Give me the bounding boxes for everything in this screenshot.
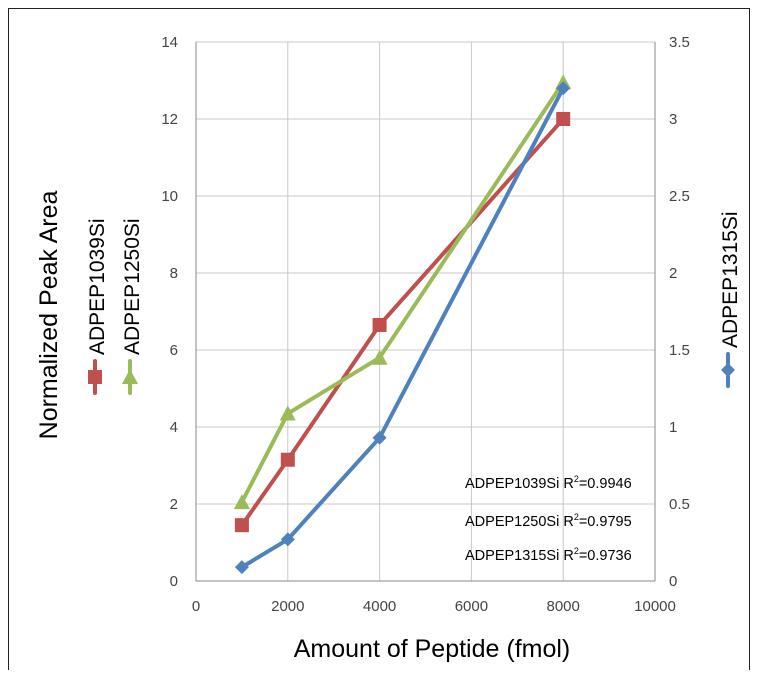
series-ADPEP1250Si [233,74,572,510]
data-point [556,81,571,96]
x-axis-label: Amount of Peptide (fmol) [294,635,571,663]
x-tick-label: 4000 [363,598,396,615]
y-left-tick-label: 0 [170,573,178,590]
y-left-tick-label: 10 [161,188,178,205]
x-tick-label: 6000 [455,598,488,615]
y-right-tick-label: 0.5 [669,496,690,513]
y-right-tick-label: 2 [669,265,677,282]
legend-marker [721,363,735,377]
y-right-tick-label: 1 [669,419,677,436]
data-point [556,112,571,126]
data-point [371,349,388,365]
data-point [234,560,249,575]
y-right-tick-labels: 0 0.5 1 1.5 2 2.5 3 3.5 [669,34,690,590]
r2-annotation: ADPEP1250Si R2=0.9795 [465,512,632,530]
y-right-tick-label: 1.5 [669,342,690,359]
y-left-tick-labels: 0 2 4 6 8 10 12 14 [161,34,178,590]
x-tick-label: 10000 [634,598,676,615]
data-point [372,430,387,445]
axes [195,42,656,582]
legend-marker [122,369,138,384]
y-left-tick-label: 14 [161,34,178,51]
legend-marker [88,370,102,384]
data-point [372,317,387,332]
data-point [234,518,249,533]
legend-entry: ADPEP1039Si [86,218,109,395]
legend-entry: ADPEP1315Si [719,211,742,388]
legend-label: ADPEP1250Si [121,218,144,355]
chart-frame [8,8,750,670]
legend-label: ADPEP1039Si [86,218,109,355]
series-layer [233,74,572,575]
y-left-axis-label: Normalized Peak Area [35,191,63,440]
x-tick-label: 8000 [547,598,580,615]
r2-annotation: ADPEP1315Si R2=0.9736 [465,546,632,564]
data-point [280,452,295,467]
data-point [279,405,296,421]
y-left-tick-label: 8 [170,265,178,282]
grid-lines [196,41,656,581]
legend-entry: ADPEP1250Si [121,218,144,395]
x-tick-label: 2000 [271,598,304,615]
x-tick-labels: 0 2000 4000 6000 8000 10000 [192,598,676,615]
left-axis-legend: ADPEP1039Si ADPEP1250Si [86,218,144,395]
data-point [233,494,250,510]
y-left-tick-label: 4 [170,419,178,436]
y-right-tick-label: 3 [669,111,677,128]
r2-annotation: ADPEP1039Si R2=0.9946 [465,474,632,492]
series-line [239,80,566,505]
y-left-tick-label: 12 [161,111,178,128]
y-left-tick-label: 2 [170,496,178,513]
y-left-tick-label: 6 [170,342,178,359]
series-line [239,86,566,570]
y-right-tick-label: 3.5 [669,34,690,51]
y-right-tick-label: 0 [669,573,677,590]
right-axis-legend: ADPEP1315Si [719,211,742,388]
r2-annotations: ADPEP1039Si R2=0.9946 ADPEP1250Si R2=0.97… [465,474,632,564]
legend-label: ADPEP1315Si [719,211,742,348]
data-point [280,532,295,547]
y-right-tick-label: 2.5 [669,188,690,205]
x-tick-label: 0 [192,598,200,615]
series-ADPEP1315Si [234,81,571,575]
